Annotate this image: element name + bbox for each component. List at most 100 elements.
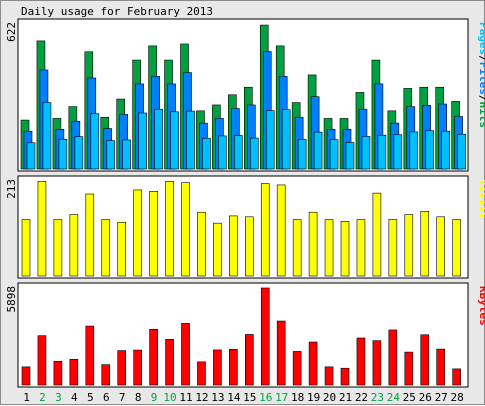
legend-hits: Hits: [477, 102, 485, 129]
x-tick-day-15: 15: [243, 391, 256, 404]
bar-kbytes-day-4: [69, 359, 79, 386]
bar-visits-day-22: [356, 219, 366, 277]
bar-visits-day-14: [229, 215, 238, 277]
kbytes-ymax-label: 5898: [5, 286, 18, 313]
bar-visits-day-9: [149, 191, 158, 277]
bar-visits-day-1: [21, 219, 31, 277]
bar-pages-day-4: [74, 136, 84, 170]
bar-kbytes-day-6: [101, 364, 111, 386]
bar-visits-day-4: [69, 214, 79, 277]
bar-visits-day-20: [324, 219, 334, 277]
bar-pages-day-13: [218, 135, 227, 170]
bar-kbytes-day-26: [420, 334, 430, 386]
bar-visits-day-8: [133, 189, 142, 277]
bar-kbytes-day-17: [276, 320, 286, 386]
bar-kbytes-day-19: [308, 341, 318, 386]
bar-pages-day-7: [122, 139, 131, 170]
bar-visits-day-12: [197, 211, 206, 277]
bar-kbytes-day-22: [356, 337, 366, 386]
x-tick-day-20: 20: [323, 391, 336, 404]
x-tick-day-14: 14: [227, 391, 241, 404]
bar-pages-day-27: [441, 130, 451, 170]
usage-ymax-label: 622: [5, 22, 18, 42]
bar-visits-day-13: [213, 222, 222, 277]
bar-pages-day-22: [361, 136, 371, 170]
bar-visits-day-24: [388, 219, 398, 277]
bar-pages-day-5: [90, 113, 100, 170]
bar-pages-day-6: [106, 140, 116, 170]
legend-visits: Visits: [477, 179, 485, 219]
bar-visits-day-15: [245, 216, 254, 277]
legend-files: Files: [477, 62, 485, 95]
bar-visits-day-2: [37, 180, 47, 277]
x-tick-day-22: 22: [355, 391, 368, 404]
bar-kbytes-day-28: [452, 368, 461, 386]
bar-kbytes-day-18: [292, 351, 302, 386]
bar-pages-day-21: [345, 142, 355, 170]
bar-kbytes-day-1: [21, 366, 31, 386]
x-tick-day-21: 21: [339, 391, 352, 404]
x-tick-day-16: 16: [259, 391, 272, 404]
x-tick-day-6: 6: [103, 391, 110, 404]
legend-pages: Pages: [477, 22, 485, 55]
bar-pages-day-16: [265, 110, 275, 170]
bar-kbytes-day-16: [260, 287, 270, 386]
x-tick-day-24: 24: [387, 391, 401, 404]
visits-ymax-label: 213: [5, 179, 18, 199]
visits-panel: 213 Visits: [5, 175, 485, 279]
bar-pages-day-1: [26, 142, 36, 170]
bar-kbytes-day-15: [245, 334, 254, 386]
bar-pages-day-8: [138, 112, 147, 170]
x-axis-labels: 1 2 3 4 5 6 7 8 9 10 11 12 13 14 15 16 17 18 19 20 21 22 23 24 2…: [23, 391, 464, 404]
bar-pages-day-17: [281, 109, 291, 170]
bar-visits-day-16: [260, 183, 270, 277]
bar-pages-day-18: [297, 139, 307, 170]
bar-visits-day-25: [404, 214, 414, 277]
kbytes-panel: 5898 KBytes: [5, 282, 485, 388]
bar-kbytes-day-2: [37, 335, 47, 386]
bar-visits-day-7: [117, 221, 126, 277]
bar-pages-day-20: [329, 139, 339, 170]
x-tick-day-13: 13: [211, 391, 224, 404]
bar-visits-day-3: [53, 219, 63, 277]
bar-pages-day-14: [234, 135, 243, 170]
x-tick-day-4: 4: [71, 391, 78, 404]
bar-visits-day-10: [165, 180, 174, 277]
bar-pages-day-28: [457, 133, 466, 170]
bar-visits-day-5: [85, 193, 95, 277]
usage-legend-separator: /: [477, 95, 485, 102]
bar-kbytes-day-24: [388, 329, 398, 386]
bar-kbytes-day-20: [324, 366, 334, 386]
bar-kbytes-day-21: [340, 367, 350, 386]
x-tick-day-25: 25: [403, 391, 416, 404]
usage-legend-separator: /: [477, 55, 485, 62]
bar-visits-day-26: [420, 211, 430, 277]
bar-visits-day-27: [436, 216, 446, 277]
bar-kbytes-day-27: [436, 348, 446, 386]
bar-pages-day-23: [377, 134, 387, 170]
bar-visits-day-18: [292, 219, 302, 277]
x-tick-day-2: 2: [39, 391, 46, 404]
bar-visits-day-6: [101, 219, 111, 277]
x-tick-day-8: 8: [135, 391, 142, 404]
visits-plot-area: [17, 175, 469, 279]
x-tick-day-17: 17: [275, 391, 288, 404]
chart-title: Daily usage for February 2013: [21, 5, 213, 18]
x-tick-day-5: 5: [87, 391, 94, 404]
x-tick-day-7: 7: [119, 391, 126, 404]
bar-kbytes-day-3: [53, 361, 63, 386]
x-tick-day-9: 9: [151, 391, 158, 404]
bar-kbytes-day-10: [165, 339, 174, 386]
x-tick-day-19: 19: [307, 391, 320, 404]
bar-pages-day-24: [393, 134, 403, 170]
bar-pages-day-12: [202, 137, 211, 170]
bar-pages-day-2: [42, 102, 52, 170]
bar-kbytes-day-5: [85, 325, 95, 386]
bar-visits-day-11: [181, 182, 190, 277]
x-tick-day-1: 1: [23, 391, 30, 404]
bar-visits-day-23: [372, 192, 382, 277]
bar-visits-day-19: [308, 211, 318, 277]
bar-pages-day-19: [313, 131, 323, 170]
